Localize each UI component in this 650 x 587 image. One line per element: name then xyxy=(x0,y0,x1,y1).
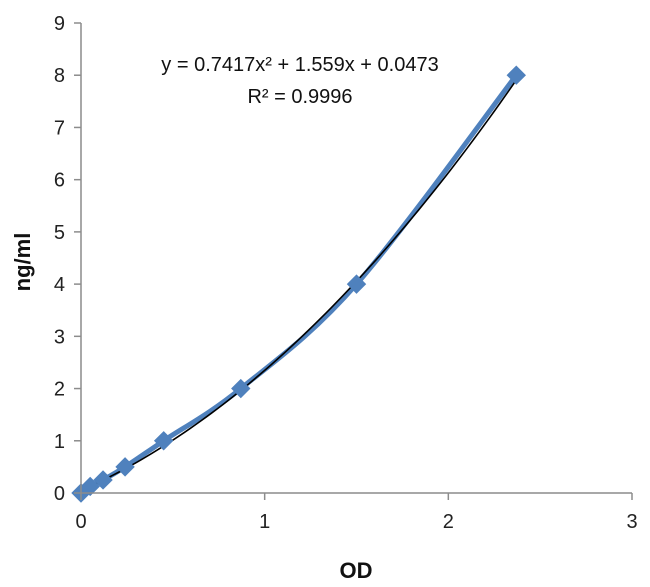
y-ticks: 0 1 2 3 4 5 6 7 8 9 xyxy=(54,13,81,505)
x-ticks: 0 1 2 3 xyxy=(75,493,638,533)
data-point xyxy=(346,274,367,294)
series-line xyxy=(79,73,519,496)
y-tick-label: 2 xyxy=(54,379,65,401)
x-tick-label: 3 xyxy=(626,511,637,533)
r-squared-label: R² = 0.9996 xyxy=(247,86,352,108)
series-layer xyxy=(71,65,526,503)
y-axis-title: ng/ml xyxy=(10,233,35,292)
data-point xyxy=(153,431,174,451)
y-tick-label: 1 xyxy=(54,431,65,453)
y-tick-label: 4 xyxy=(54,274,65,296)
y-tick-label: 5 xyxy=(54,222,65,244)
y-tick-label: 9 xyxy=(54,13,65,35)
y-tick-label: 7 xyxy=(54,117,65,139)
data-point xyxy=(93,470,113,490)
trendline xyxy=(80,79,517,492)
y-tick-label: 3 xyxy=(54,326,65,348)
x-axis-title: OD xyxy=(340,558,373,583)
data-point xyxy=(506,65,526,85)
data-point xyxy=(231,378,251,399)
plot-area xyxy=(71,65,526,503)
data-point xyxy=(80,476,100,497)
trendline-equation: y = 0.7417x² + 1.559x + 0.0473 xyxy=(161,54,438,76)
y-tick-label: 0 xyxy=(54,483,65,505)
y-tick-label: 6 xyxy=(54,170,65,192)
data-point xyxy=(115,457,135,477)
x-tick-label: 1 xyxy=(259,511,270,533)
x-tick-label: 0 xyxy=(75,511,86,533)
y-tick-label: 8 xyxy=(54,65,65,87)
x-tick-label: 2 xyxy=(443,511,454,533)
